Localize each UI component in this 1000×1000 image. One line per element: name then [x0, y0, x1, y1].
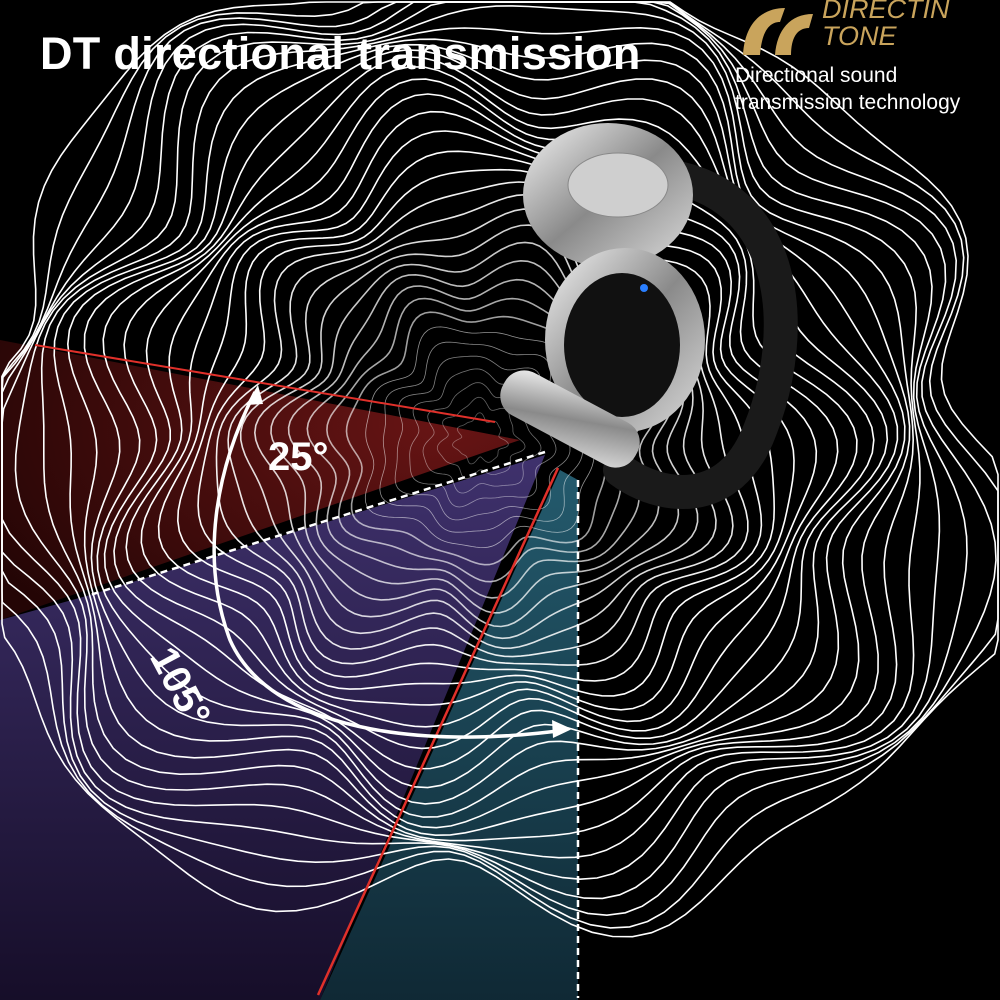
earbud	[500, 123, 798, 509]
wave-contour	[1, 1, 999, 938]
wave-contour	[96, 56, 889, 805]
purple-wedge	[0, 455, 545, 1000]
indicator-light	[640, 284, 648, 292]
brand-logo-text: DIRECTIN TONE	[822, 0, 950, 51]
wave-contour	[66, 43, 906, 829]
arrow-head-right	[552, 720, 572, 738]
arrow-head-top	[246, 385, 263, 405]
red-line-top	[34, 344, 496, 423]
dashed-line-left	[89, 450, 546, 597]
wave-contour	[364, 326, 600, 549]
brand-logo-icon	[743, 8, 813, 55]
wave-contour	[53, 38, 911, 837]
page-title: DT directional transmission	[40, 28, 641, 79]
hinge	[500, 370, 640, 468]
ear-hook	[603, 158, 798, 509]
wave-contour	[40, 26, 915, 842]
wave-contour	[394, 355, 571, 521]
wave-contour	[83, 49, 899, 818]
wave-contour	[379, 341, 584, 533]
tagline: Directional sound transmission technology	[735, 64, 961, 114]
wave-contour	[103, 65, 875, 789]
red-line-bottom	[316, 467, 560, 996]
teal-wedge	[320, 470, 578, 1000]
angle-label-25: 25°	[268, 435, 329, 479]
arc-arrow	[212, 391, 566, 739]
wave-contour	[436, 396, 526, 480]
wave-contour	[14, 5, 921, 859]
